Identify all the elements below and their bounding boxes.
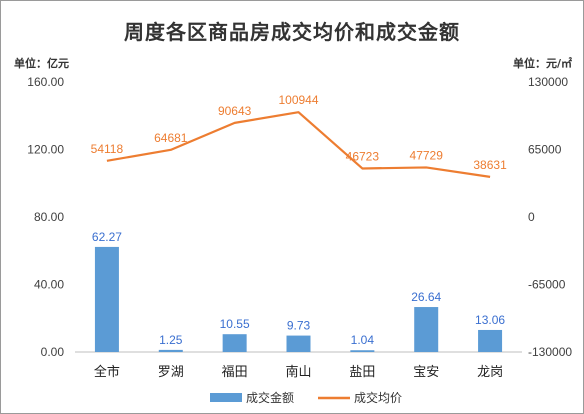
category-label: 罗湖 [158, 365, 184, 380]
category-axis: 全市 罗湖 福田 南山 盐田 宝安 龙岗 [94, 364, 503, 380]
left-tick-label: 40.00 [34, 278, 64, 292]
category-label: 福田 [222, 365, 248, 380]
left-y-axis: 0.00 40.00 80.00 120.00 160.00 [27, 75, 64, 359]
bar-data-label: 1.25 [159, 333, 183, 347]
right-tick-label: -65000 [528, 278, 566, 292]
legend: 成交金额 成交均价 [210, 390, 402, 405]
category-label: 全市 [94, 364, 120, 380]
bar-data-label: 13.06 [475, 313, 505, 327]
bar-data-label: 10.55 [220, 317, 250, 331]
bar-data-label: 1.04 [351, 333, 375, 347]
category-label: 宝安 [413, 365, 439, 380]
left-tick-label: 80.00 [34, 210, 64, 224]
right-tick-label: 0 [528, 210, 535, 224]
bar-宝安 [414, 307, 439, 352]
chart-title: 周度各区商品房成交均价和成交金额 [124, 20, 460, 44]
legend-label-line: 成交均价 [354, 390, 402, 405]
line-data-label: 47729 [410, 148, 444, 162]
right-y-axis: -130000 -65000 0 65000 130000 [528, 75, 572, 359]
line-data-label: 100944 [278, 93, 318, 107]
bar-罗湖 [158, 349, 183, 352]
category-label: 龙岗 [477, 365, 503, 380]
legend-label-bar: 成交金额 [246, 390, 294, 405]
left-tick-label: 0.00 [41, 345, 65, 359]
left-axis-unit: 单位：亿元 [14, 57, 69, 70]
bar-南山 [286, 335, 311, 352]
line-data-label: 46723 [346, 149, 380, 163]
right-tick-label: 65000 [528, 143, 562, 157]
category-label: 盐田 [349, 365, 375, 380]
bar-福田 [222, 334, 247, 352]
bar-data-label: 26.64 [411, 290, 441, 304]
legend-swatch-bar [210, 393, 242, 402]
line-data-label: 64681 [154, 131, 188, 145]
bar-data-label: 9.73 [287, 319, 311, 333]
bar-全市 [94, 246, 119, 352]
line-data-label: 38631 [473, 158, 507, 172]
bar-盐田 [350, 350, 375, 352]
category-label: 南山 [285, 364, 311, 380]
line-data-label: 54118 [91, 142, 124, 156]
bars-layer: 62.27 1.25 10.55 9.73 1.04 26.64 13.06 [92, 230, 505, 352]
bar-龙岗 [478, 329, 503, 352]
line-data-label: 90643 [218, 104, 252, 118]
right-axis-unit: 单位：元/㎡ [512, 57, 572, 70]
right-tick-label: -130000 [528, 345, 572, 359]
left-tick-label: 120.00 [27, 143, 64, 157]
left-tick-label: 160.00 [27, 75, 64, 89]
right-tick-label: 130000 [528, 75, 568, 89]
bar-data-label: 62.27 [92, 230, 122, 244]
line-layer: 54118 64681 90643 100944 46723 47729 38631 [91, 93, 507, 178]
